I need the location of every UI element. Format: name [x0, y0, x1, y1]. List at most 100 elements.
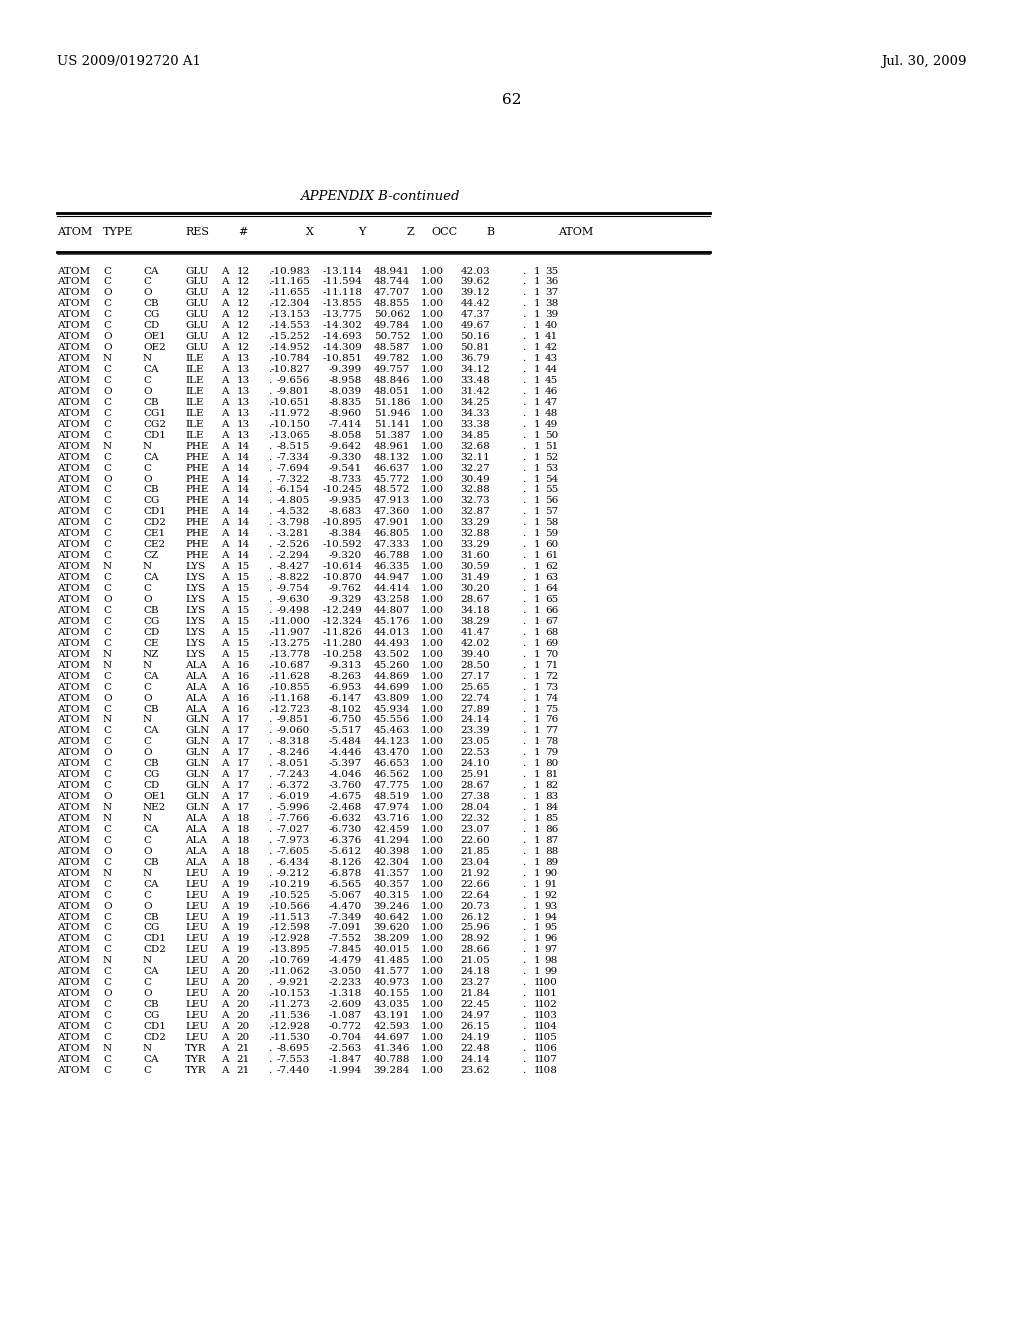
Text: A: A: [221, 715, 228, 725]
Text: 32.88: 32.88: [460, 529, 490, 539]
Text: 1.00: 1.00: [421, 1034, 444, 1041]
Text: A: A: [221, 693, 228, 702]
Text: ATOM: ATOM: [57, 1011, 90, 1020]
Text: A: A: [221, 616, 228, 626]
Text: -11.165: -11.165: [270, 277, 310, 286]
Text: 1: 1: [534, 310, 541, 319]
Text: .: .: [268, 672, 271, 681]
Text: -2.294: -2.294: [276, 552, 310, 560]
Text: C: C: [143, 682, 151, 692]
Text: ATOM: ATOM: [57, 628, 90, 636]
Text: TYR: TYR: [185, 1055, 207, 1064]
Text: OCC: OCC: [431, 227, 457, 238]
Text: -13.895: -13.895: [270, 945, 310, 954]
Text: 79: 79: [545, 748, 558, 758]
Text: ATOM: ATOM: [57, 738, 90, 746]
Text: .: .: [268, 935, 271, 944]
Text: .: .: [268, 409, 271, 418]
Text: .: .: [268, 825, 271, 834]
Text: CE2: CE2: [143, 540, 165, 549]
Text: .: .: [522, 945, 525, 954]
Text: .: .: [268, 267, 271, 276]
Text: -10.525: -10.525: [270, 891, 310, 900]
Text: ATOM: ATOM: [57, 858, 90, 867]
Text: C: C: [103, 1022, 111, 1031]
Text: 20: 20: [237, 1001, 250, 1010]
Text: -1.318: -1.318: [329, 989, 362, 998]
Text: 49.757: 49.757: [374, 366, 410, 374]
Text: 14: 14: [237, 486, 250, 495]
Text: A: A: [221, 552, 228, 560]
Text: .: .: [522, 879, 525, 888]
Text: 1: 1: [534, 989, 541, 998]
Text: ATOM: ATOM: [57, 978, 90, 987]
Text: 20: 20: [237, 1022, 250, 1031]
Text: C: C: [143, 277, 151, 286]
Text: 1: 1: [534, 442, 541, 450]
Text: -11.655: -11.655: [270, 288, 310, 297]
Text: .: .: [522, 978, 525, 987]
Text: 1.00: 1.00: [421, 693, 444, 702]
Text: ATOM: ATOM: [57, 463, 90, 473]
Text: GLU: GLU: [185, 288, 208, 297]
Text: 1.00: 1.00: [421, 354, 444, 363]
Text: A: A: [221, 891, 228, 900]
Text: GLN: GLN: [185, 803, 209, 812]
Text: -10.245: -10.245: [323, 486, 362, 495]
Text: 40.015: 40.015: [374, 945, 410, 954]
Text: 1.00: 1.00: [421, 267, 444, 276]
Text: Y: Y: [358, 227, 366, 238]
Text: -3.281: -3.281: [276, 529, 310, 539]
Text: C: C: [103, 409, 111, 418]
Text: 36.79: 36.79: [460, 354, 490, 363]
Text: CD: CD: [143, 781, 160, 791]
Text: N: N: [103, 814, 112, 822]
Text: .: .: [522, 583, 525, 593]
Text: -10.983: -10.983: [270, 267, 310, 276]
Text: -9.642: -9.642: [329, 442, 362, 450]
Text: 20.73: 20.73: [460, 902, 490, 911]
Text: 1.00: 1.00: [421, 891, 444, 900]
Text: .: .: [268, 912, 271, 921]
Text: .: .: [268, 945, 271, 954]
Text: -12.928: -12.928: [270, 935, 310, 944]
Text: Z: Z: [407, 227, 414, 238]
Text: 1: 1: [534, 606, 541, 615]
Text: N: N: [103, 803, 112, 812]
Text: -11.972: -11.972: [270, 409, 310, 418]
Text: .: .: [522, 387, 525, 396]
Text: 92: 92: [545, 891, 558, 900]
Text: -4.470: -4.470: [329, 902, 362, 911]
Text: 1.00: 1.00: [421, 705, 444, 714]
Text: A: A: [221, 321, 228, 330]
Text: A: A: [221, 529, 228, 539]
Text: 1.00: 1.00: [421, 442, 444, 450]
Text: 43: 43: [545, 354, 558, 363]
Text: 1.00: 1.00: [421, 836, 444, 845]
Text: C: C: [103, 924, 111, 932]
Text: .: .: [522, 682, 525, 692]
Text: .: .: [268, 847, 271, 855]
Text: -5.517: -5.517: [329, 726, 362, 735]
Text: 47.913: 47.913: [374, 496, 410, 506]
Text: ATOM: ATOM: [57, 486, 90, 495]
Text: .: .: [522, 310, 525, 319]
Text: .: .: [268, 1065, 271, 1074]
Text: 1.00: 1.00: [421, 300, 444, 309]
Text: 48.855: 48.855: [374, 300, 410, 309]
Text: A: A: [221, 519, 228, 528]
Text: ATOM: ATOM: [57, 705, 90, 714]
Text: X: X: [306, 227, 314, 238]
Text: .: .: [522, 902, 525, 911]
Text: 1: 1: [534, 343, 541, 352]
Text: .: .: [268, 540, 271, 549]
Text: 1.00: 1.00: [421, 792, 444, 801]
Text: ATOM: ATOM: [57, 475, 90, 483]
Text: 13: 13: [237, 420, 250, 429]
Text: A: A: [221, 442, 228, 450]
Text: ALA: ALA: [185, 672, 207, 681]
Text: 40.357: 40.357: [374, 879, 410, 888]
Text: ATOM: ATOM: [57, 748, 90, 758]
Text: ATOM: ATOM: [57, 420, 90, 429]
Text: 1.00: 1.00: [421, 1022, 444, 1031]
